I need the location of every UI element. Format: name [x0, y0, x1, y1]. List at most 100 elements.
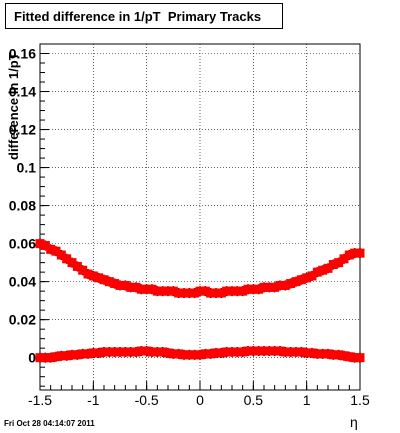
data-point [318, 349, 328, 359]
data-point [163, 286, 173, 296]
data-point [158, 286, 168, 296]
y-tick-label: 0 [28, 350, 36, 366]
x-axis-label: η [350, 414, 358, 430]
data-point [190, 288, 200, 298]
data-point [232, 347, 242, 357]
data-point [99, 347, 109, 357]
data-point [62, 254, 72, 264]
data-point [264, 282, 274, 292]
data-point [296, 275, 306, 285]
data-point [350, 353, 360, 363]
data-point [179, 288, 189, 298]
data-point [211, 288, 221, 298]
data-point [83, 349, 93, 359]
data-point [312, 349, 322, 359]
data-point [179, 350, 189, 360]
y-tick-label: 0.14 [9, 84, 36, 100]
data-point [78, 349, 88, 359]
data-point [243, 284, 253, 294]
data-point [339, 351, 349, 361]
y-tick-label: 0.08 [9, 198, 36, 214]
data-point [168, 286, 178, 296]
data-point [312, 267, 322, 277]
x-tick-label: 1 [303, 392, 311, 408]
x-tick-label: 1.5 [350, 392, 370, 408]
data-point [136, 284, 146, 294]
timestamp: Fri Oct 28 04:14:07 2011 [4, 419, 95, 428]
data-point [158, 347, 168, 357]
data-point [206, 349, 216, 359]
data-point [222, 347, 232, 357]
x-tick-labels: -1.5 -1 -0.5 0 0.5 1 1.5 [28, 392, 370, 408]
data-point [275, 346, 285, 356]
data-point [35, 239, 45, 249]
data-point [275, 280, 285, 290]
data-point [142, 346, 152, 356]
data-point [88, 348, 98, 358]
data-point [131, 282, 141, 292]
y-tick-label: 0.12 [9, 122, 36, 138]
data-point [328, 260, 338, 270]
data-point [238, 286, 248, 296]
data-point [115, 280, 125, 290]
data-point [51, 352, 61, 362]
data-point [104, 277, 114, 287]
data-point [110, 279, 120, 289]
data-point [344, 352, 354, 362]
data-point [280, 347, 290, 357]
data-point [115, 347, 125, 357]
y-tick-label: 0.04 [9, 274, 36, 290]
data-point [51, 246, 61, 256]
data-point [94, 348, 104, 358]
data-point [56, 351, 66, 361]
data-point [40, 241, 50, 251]
y-tick-label: 0.16 [9, 46, 36, 62]
data-point [56, 250, 66, 260]
x-tick-label: -0.5 [135, 392, 159, 408]
data-point [270, 282, 280, 292]
data-point [200, 349, 210, 359]
data-point [131, 347, 141, 357]
data-point [355, 353, 365, 363]
data-point [126, 282, 136, 292]
data-point [264, 346, 274, 356]
data-point [254, 284, 264, 294]
data-point [110, 347, 120, 357]
data-point [318, 265, 328, 275]
data-point [168, 349, 178, 359]
series-2 [35, 346, 365, 363]
data-point [62, 351, 72, 361]
data-point [46, 244, 56, 254]
data-point [232, 286, 242, 296]
data-point [334, 258, 344, 268]
data-point [216, 348, 226, 358]
data-point [259, 282, 269, 292]
data-point [67, 350, 77, 360]
data-series [35, 238, 365, 363]
data-point [350, 248, 360, 258]
data-point [323, 349, 333, 359]
data-point [67, 258, 77, 268]
data-point [334, 350, 344, 360]
data-point [190, 350, 200, 360]
data-point [184, 350, 194, 360]
data-point [195, 350, 205, 360]
data-point [147, 347, 157, 357]
data-point [152, 286, 162, 296]
data-point [302, 273, 312, 283]
data-point [72, 350, 82, 360]
data-point [40, 353, 50, 363]
data-point [307, 271, 317, 281]
data-point [286, 347, 296, 357]
data-point [211, 348, 221, 358]
data-point [259, 346, 269, 356]
data-point [248, 346, 258, 356]
data-point [142, 284, 152, 294]
data-point [94, 273, 104, 283]
x-tick-label: 0.5 [244, 392, 264, 408]
data-point [136, 346, 146, 356]
data-point [323, 263, 333, 273]
y-tick-label: 0.06 [9, 236, 36, 252]
data-point [99, 275, 109, 285]
